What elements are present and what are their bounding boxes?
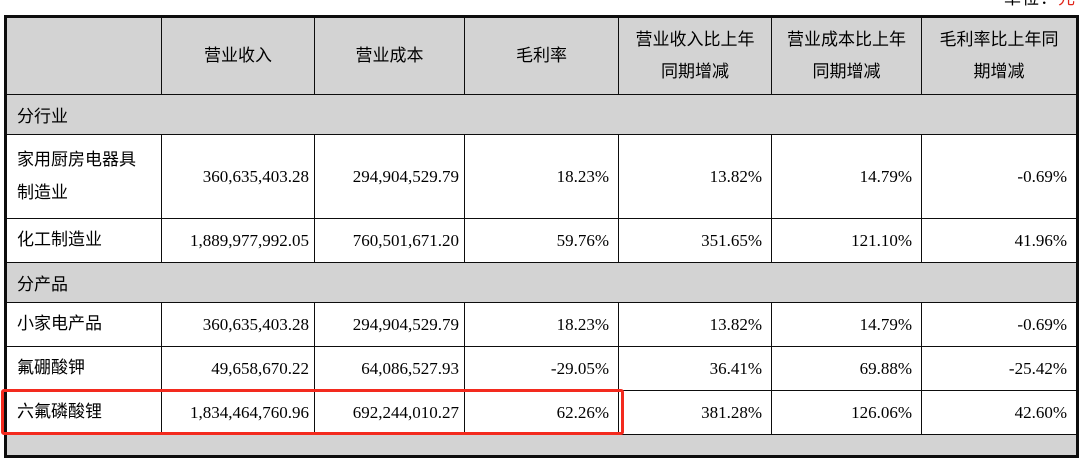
cost-cell: 64,086,527.93 [314, 346, 465, 391]
unit-note-prefix: 单位： [1004, 0, 1058, 8]
header-cell-revenue: 营业收入 [161, 16, 315, 95]
header-cell-cost: 营业成本 [314, 16, 465, 95]
margin-yoy-cell: 41.96% [921, 218, 1078, 263]
margin-yoy-cell: -0.69% [921, 134, 1078, 219]
margin-cell: 18.23% [464, 134, 619, 219]
header-cell-gross-margin: 毛利率 [464, 16, 619, 95]
unit-note: 单位：元 [1004, 0, 1076, 9]
margin-cell: -29.05% [464, 346, 619, 391]
revenue-cell: 1,889,977,992.05 [161, 218, 315, 263]
section-label: 分行业 [5, 94, 1078, 135]
table-row-lithium-hexafluorophosphate: 六氟磷酸锂 1,834,464,760.96 692,244,010.27 62… [5, 390, 1078, 435]
margin-cell: 18.23% [464, 302, 619, 347]
section-row-by-product: 分产品 [5, 262, 1078, 303]
cost-yoy-cell: 14.79% [771, 302, 922, 347]
cost-cell: 760,501,671.20 [314, 218, 465, 263]
revenue-cell: 49,658,670.22 [161, 346, 315, 391]
header-cell-margin-yoy: 毛利率比上年同期增减 [921, 16, 1078, 95]
table-row-potassium-fluoroborate: 氟硼酸钾 49,658,670.22 64,086,527.93 -29.05%… [5, 346, 1078, 391]
margin-cell: 59.76% [464, 218, 619, 263]
revenue-yoy-cell: 36.41% [618, 346, 772, 391]
header-cell-blank [5, 16, 162, 95]
unit-note-currency: 元 [1058, 0, 1076, 8]
table-row-chemical-manufacturing: 化工制造业 1,889,977,992.05 760,501,671.20 59… [5, 218, 1078, 263]
revenue-yoy-cell: 381.28% [618, 390, 772, 435]
row-label-cell: 氟硼酸钾 [5, 346, 162, 391]
cost-cell: 692,244,010.27 [314, 390, 465, 435]
cost-yoy-cell: 126.06% [771, 390, 922, 435]
segment-results-table: 营业收入 营业成本 毛利率 营业收入比上年同期增减 营业成本比上年同期增减 毛利… [4, 15, 1079, 458]
margin-cell: 62.26% [464, 390, 619, 435]
table-row-small-appliances: 小家电产品 360,635,403.28 294,904,529.79 18.2… [5, 302, 1078, 347]
cost-yoy-cell: 69.88% [771, 346, 922, 391]
revenue-yoy-cell: 351.65% [618, 218, 772, 263]
table-row-household-kitchen-appliances: 家用厨房电器具制造业 360,635,403.28 294,904,529.79… [5, 134, 1078, 219]
header-cell-cost-yoy: 营业成本比上年同期增减 [771, 16, 922, 95]
row-label-cell: 小家电产品 [5, 302, 162, 347]
section-label: 分产品 [5, 262, 1078, 303]
row-label-cell: 化工制造业 [5, 218, 162, 263]
cost-cell: 294,904,529.79 [314, 134, 465, 219]
revenue-cell: 1,834,464,760.96 [161, 390, 315, 435]
header-cell-revenue-yoy: 营业收入比上年同期增减 [618, 16, 772, 95]
cost-yoy-cell: 14.79% [771, 134, 922, 219]
section-row-by-industry: 分行业 [5, 94, 1078, 135]
revenue-yoy-cell: 13.82% [618, 134, 772, 219]
row-label-cell: 六氟磷酸锂 [5, 390, 162, 435]
margin-yoy-cell: 42.60% [921, 390, 1078, 435]
table-header-row: 营业收入 营业成本 毛利率 营业收入比上年同期增减 营业成本比上年同期增减 毛利… [5, 16, 1078, 95]
cost-cell: 294,904,529.79 [314, 302, 465, 347]
cost-yoy-cell: 121.10% [771, 218, 922, 263]
revenue-cell: 360,635,403.28 [161, 134, 315, 219]
revenue-cell: 360,635,403.28 [161, 302, 315, 347]
margin-yoy-cell: -0.69% [921, 302, 1078, 347]
row-label-cell: 家用厨房电器具制造业 [5, 134, 162, 219]
margin-yoy-cell: -25.42% [921, 346, 1078, 391]
revenue-yoy-cell: 13.82% [618, 302, 772, 347]
